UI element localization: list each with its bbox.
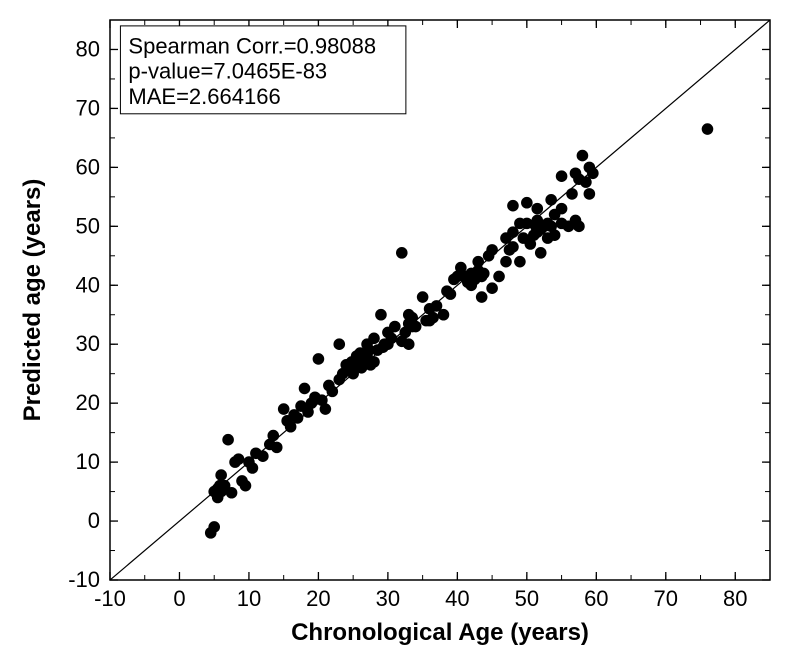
data-point xyxy=(587,167,599,179)
x-tick-label: 70 xyxy=(654,586,678,611)
data-point xyxy=(472,256,484,268)
data-point xyxy=(247,462,259,474)
data-point xyxy=(427,312,439,324)
data-point xyxy=(333,338,345,350)
x-tick-label: 20 xyxy=(306,586,330,611)
data-point xyxy=(313,353,325,365)
x-tick-label: 80 xyxy=(723,586,747,611)
chart-svg: -1001020304050607080-1001020304050607080… xyxy=(0,0,800,666)
data-point xyxy=(417,291,429,303)
y-tick-label: 70 xyxy=(76,95,100,120)
x-axis-label: Chronological Age (years) xyxy=(291,619,589,646)
y-tick-label: 40 xyxy=(76,272,100,297)
data-point xyxy=(531,203,543,215)
data-point xyxy=(292,412,304,424)
x-tick-label: 50 xyxy=(515,586,539,611)
y-tick-label: 10 xyxy=(76,449,100,474)
data-point xyxy=(577,150,589,162)
data-point xyxy=(438,309,450,321)
data-point xyxy=(368,333,380,345)
data-point xyxy=(549,229,561,241)
data-point xyxy=(584,188,596,200)
data-point xyxy=(507,200,519,212)
data-point xyxy=(389,321,401,333)
stats-line: Spearman Corr.=0.98088 xyxy=(128,33,376,58)
data-point xyxy=(556,203,568,215)
data-point xyxy=(702,123,714,135)
data-point xyxy=(486,244,498,256)
data-point xyxy=(208,521,220,533)
data-point xyxy=(403,338,415,350)
data-point xyxy=(278,403,290,415)
data-point xyxy=(257,450,269,462)
data-point xyxy=(299,383,311,395)
data-point xyxy=(410,321,422,333)
y-tick-label: -10 xyxy=(68,567,100,592)
data-point xyxy=(500,256,512,268)
y-axis-label: Predicted age (years) xyxy=(19,179,46,422)
y-tick-label: 80 xyxy=(76,36,100,61)
data-point xyxy=(396,247,408,259)
data-point xyxy=(375,309,387,321)
data-point xyxy=(320,403,332,415)
data-point xyxy=(271,442,283,454)
scatter-chart: -1001020304050607080-1001020304050607080… xyxy=(0,0,800,666)
data-point xyxy=(233,453,245,465)
stats-line: MAE=2.664166 xyxy=(128,84,280,109)
data-point xyxy=(240,480,252,492)
y-tick-label: 30 xyxy=(76,331,100,356)
y-tick-label: 20 xyxy=(76,390,100,415)
data-point xyxy=(556,170,568,182)
x-tick-label: 0 xyxy=(173,586,185,611)
data-point xyxy=(535,247,547,259)
data-point xyxy=(573,221,585,233)
x-tick-label: 30 xyxy=(376,586,400,611)
data-point xyxy=(226,487,238,499)
data-point xyxy=(478,268,490,280)
data-point xyxy=(222,434,234,446)
data-point xyxy=(493,271,505,283)
y-tick-label: 60 xyxy=(76,154,100,179)
data-point xyxy=(545,194,557,206)
x-tick-label: 60 xyxy=(584,586,608,611)
y-tick-label: 50 xyxy=(76,213,100,238)
y-tick-label: 0 xyxy=(88,508,100,533)
data-point xyxy=(521,197,533,209)
data-point xyxy=(327,386,339,398)
data-point xyxy=(368,356,380,368)
x-tick-label: 10 xyxy=(237,586,261,611)
data-point xyxy=(445,288,457,300)
data-point xyxy=(507,241,519,253)
x-tick-label: 40 xyxy=(445,586,469,611)
data-point xyxy=(386,333,398,345)
data-point xyxy=(267,430,279,442)
data-point xyxy=(215,469,227,481)
data-point xyxy=(486,282,498,294)
data-point xyxy=(514,256,526,268)
data-point xyxy=(476,291,488,303)
data-point xyxy=(566,188,578,200)
stats-line: p-value=7.0465E-83 xyxy=(128,59,327,84)
